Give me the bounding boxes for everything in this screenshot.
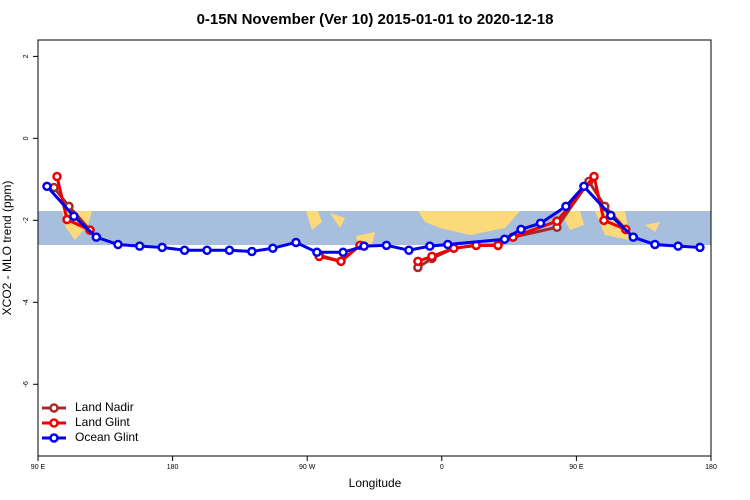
data-point [579,181,589,192]
data-point [42,181,52,192]
data-point [134,241,145,251]
data-point [599,215,609,226]
y-tick-label: -4 [23,299,30,305]
data-point [516,224,526,235]
x-tick-label: 180 [167,464,179,471]
data-point [359,241,369,251]
data-point [650,239,660,250]
plot-frame [37,39,712,457]
data-point [338,247,348,258]
data-point [628,232,638,242]
x-tick-label: 0 [440,464,444,471]
data-point [113,239,123,250]
data-point [535,218,546,228]
data-point [336,256,346,267]
legend-marker [49,403,59,413]
legend-marker [49,418,59,428]
x-tick-label: 180 [705,464,717,471]
chart-title: 0-15N November (Ver 10) 2015-01-01 to 20… [197,11,554,28]
data-point [52,171,62,182]
data-point [291,237,301,248]
data-point [499,234,510,244]
y-tick-label: 0 [23,136,30,140]
data-point [91,232,102,242]
data-point [404,245,414,256]
data-point [493,240,503,251]
x-tick-label: 90 E [31,464,46,471]
y-tick-label: 2 [23,54,30,58]
data-point [427,251,437,262]
data-point [606,210,616,221]
data-point [673,241,683,251]
x-axis-label: Longitude [349,476,402,490]
data-point [589,171,599,182]
data-point [443,239,453,250]
data-point [224,245,235,256]
data-point [413,256,423,267]
legend-label: Land Glint [75,415,130,429]
legend-label: Ocean Glint [75,430,139,444]
data-point [381,240,392,251]
y-axis-label: XCO2 - MLO trend (ppm) [0,181,14,316]
data-point [561,201,571,212]
data-point [552,216,562,226]
data-point [268,243,278,253]
x-tick-label: 90 W [299,464,316,471]
legend-label: Land Nadir [75,400,134,414]
data-point [202,245,212,256]
y-tick-label: -6 [23,381,30,387]
data-point [695,242,705,253]
data-point [157,242,167,253]
y-tick-label: -2 [23,217,30,223]
data-point [179,245,190,256]
x-tick-label: 90 E [569,464,584,471]
data-point [69,211,79,221]
data-point [247,246,257,257]
legend-marker [49,433,59,443]
data-point [425,241,435,251]
data-point [312,247,322,258]
